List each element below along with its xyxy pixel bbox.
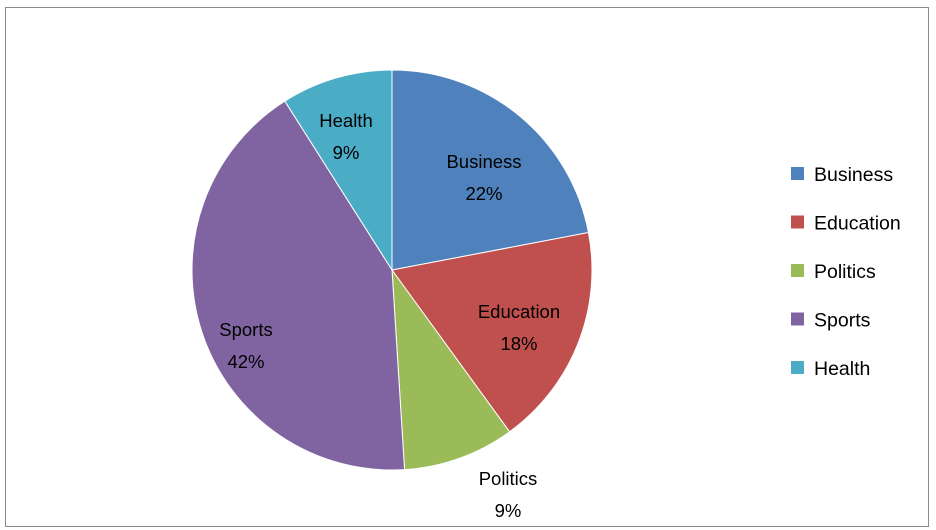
pie-slice-health [284, 69, 393, 272]
legend-label-business: Business [814, 164, 893, 186]
legend-swatch-education [791, 215, 804, 229]
legend-label-health: Health [814, 358, 870, 380]
slice-label-education: Education [478, 301, 560, 322]
slice-labels: Business 22% Education 18% Politics 9% Sports 4… [219, 110, 560, 521]
pie-slices [191, 69, 593, 471]
legend: Business Education Politics Sports Health [791, 164, 901, 380]
slice-label-politics: Politics [479, 468, 538, 489]
slice-label-business: Business [446, 151, 521, 172]
slice-label-health: Health [319, 110, 372, 131]
pie-slice-education [391, 231, 593, 433]
legend-label-education: Education [814, 213, 901, 235]
legend-swatch-health [791, 361, 804, 374]
legend-swatch-business [791, 167, 804, 180]
legend-label-sports: Sports [814, 310, 871, 332]
legend-swatch-politics [791, 264, 804, 277]
slice-percent-business: 22% [465, 183, 502, 204]
slice-percent-politics: 9% [495, 500, 522, 521]
pie-slice-sports [191, 100, 406, 471]
slice-label-sports: Sports [219, 319, 272, 340]
slice-percent-health: 9% [333, 142, 360, 163]
pie-slice-politics [391, 268, 511, 471]
legend-swatch-sports [791, 312, 804, 326]
slice-percent-sports: 42% [227, 351, 264, 372]
slice-percent-education: 18% [500, 333, 537, 354]
pie-slice-business [391, 69, 590, 271]
legend-label-politics: Politics [814, 261, 876, 283]
